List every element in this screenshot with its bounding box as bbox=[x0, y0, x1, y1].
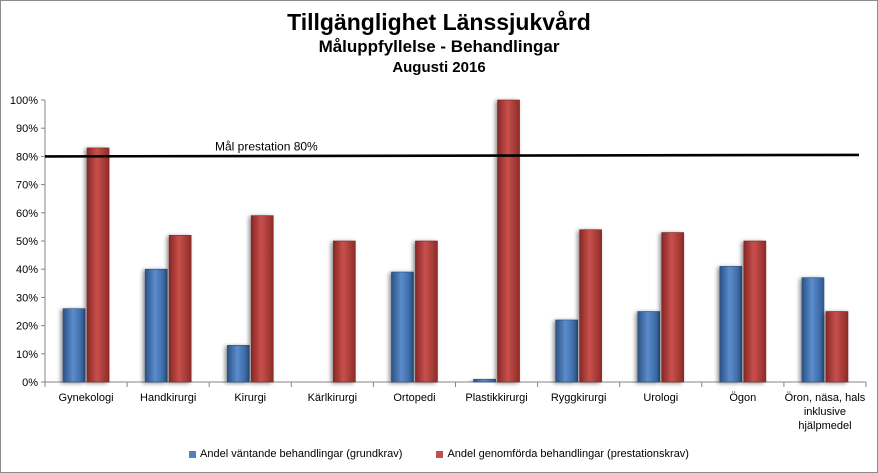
x-tick-label: Kärlkirurgi bbox=[308, 392, 358, 404]
target-line bbox=[44, 153, 860, 158]
bar-completed bbox=[825, 311, 849, 383]
x-tick-label: Gynekologi bbox=[59, 392, 114, 404]
bar-completed bbox=[661, 232, 685, 383]
y-tick-label: 80% bbox=[16, 151, 38, 163]
y-tick-label: 20% bbox=[16, 321, 38, 333]
x-tick-label: Ortopedi bbox=[393, 392, 435, 404]
legend-label-waiting: Andel väntande behandlingar (grundkrav) bbox=[200, 448, 403, 460]
x-tick-label: Kirurgi bbox=[234, 392, 266, 404]
y-tick-label: 10% bbox=[16, 349, 38, 361]
bar-completed bbox=[743, 240, 767, 383]
bar-completed bbox=[333, 240, 356, 383]
y-tick-label: 30% bbox=[16, 292, 38, 304]
y-tick-label: 0% bbox=[22, 377, 38, 389]
legend-swatch-waiting bbox=[189, 450, 197, 458]
y-tick-label: 70% bbox=[16, 180, 38, 192]
bar-waiting bbox=[555, 319, 578, 383]
y-tick-label: 50% bbox=[16, 236, 38, 248]
chart-subtitle: Måluppfyllelse - Behandlingar bbox=[318, 37, 560, 56]
bar-completed bbox=[415, 240, 438, 383]
chart-legend: Andel väntande behandlingar (grundkrav) … bbox=[0, 446, 878, 462]
legend-label-completed: Andel genomförda behandlingar (prestatio… bbox=[447, 448, 689, 460]
y-tick-label: 100% bbox=[10, 95, 38, 107]
bar-waiting bbox=[719, 266, 743, 383]
bar-completed bbox=[250, 215, 274, 383]
bar-waiting bbox=[473, 378, 496, 383]
x-tick-label: Ryggkirurgi bbox=[551, 392, 607, 404]
y-tick-label: 60% bbox=[16, 208, 38, 220]
bar-completed bbox=[86, 147, 110, 383]
legend-item-waiting: Andel väntande behandlingar (grundkrav) bbox=[189, 448, 402, 460]
bar-waiting bbox=[801, 277, 825, 383]
chart-title: Tillgänglighet Länssjukvård bbox=[287, 9, 591, 35]
bar-waiting bbox=[637, 311, 661, 383]
x-tick-label: Plastikkirurgi bbox=[465, 392, 527, 404]
chart-period: Augusti 2016 bbox=[392, 59, 486, 76]
bar-waiting bbox=[226, 345, 250, 383]
bar-waiting bbox=[62, 308, 86, 383]
bar-completed bbox=[168, 235, 192, 383]
x-tick-label: Urologi bbox=[643, 392, 678, 404]
chart-header: Tillgänglighet Länssjukvård Måluppfyllel… bbox=[0, 8, 878, 78]
x-tick-label: Öron, näsa, hals inklusive hjälpmedel bbox=[785, 392, 866, 432]
x-tick-label: Handkirurgi bbox=[140, 392, 196, 404]
target-label: Mål prestation 80% bbox=[215, 139, 318, 153]
legend-swatch-completed bbox=[436, 450, 444, 458]
legend-item-completed: Andel genomförda behandlingar (prestatio… bbox=[436, 448, 689, 460]
bar-waiting bbox=[144, 268, 168, 383]
x-tick-label: Ögon bbox=[729, 392, 756, 404]
y-tick-label: 40% bbox=[16, 264, 38, 276]
y-tick-label: 90% bbox=[16, 123, 38, 135]
bar-completed bbox=[579, 229, 602, 383]
bar-waiting bbox=[391, 271, 414, 383]
bar-completed bbox=[497, 99, 520, 383]
